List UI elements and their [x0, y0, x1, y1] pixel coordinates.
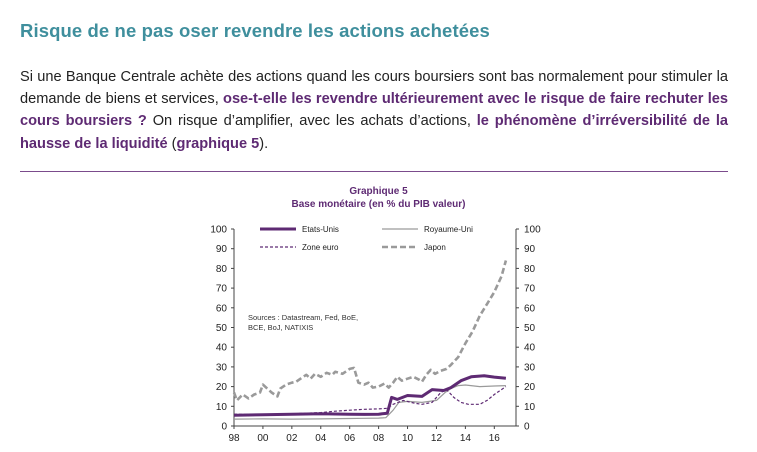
legend-label: Etats-Unis: [302, 225, 339, 234]
y-tick-right-label: 50: [524, 323, 536, 334]
source-note-line-1: Sources : Datastream, Fed, BoE,: [248, 313, 358, 322]
x-tick-label: 98: [228, 433, 240, 444]
y-tick-left-label: 90: [216, 244, 228, 255]
chart-legend: Etats-Unis Royaume-Uni Zone euro Japon: [260, 225, 473, 252]
x-tick-label: 12: [431, 433, 443, 444]
x-axis-ticks: 98 00 02 04 06 08 10 12 14 16: [228, 426, 500, 444]
y-tick-left-label: 70: [216, 284, 228, 295]
paragraph-text-2: On risque d’amplifier, avec les achats d…: [146, 113, 477, 130]
paragraph-text-4: ).: [259, 135, 269, 152]
x-tick-label: 02: [286, 433, 298, 444]
paragraph-highlight-3: graphique 5: [176, 135, 260, 152]
y-tick-right-label: 10: [524, 402, 536, 413]
y-tick-right-label: 90: [524, 244, 536, 255]
series-line-etats-unis: [233, 374, 507, 417]
legend-label: Zone euro: [302, 243, 339, 252]
series-line-royaume-uni: [233, 384, 506, 420]
y-axis-right-ticks: 0 10 20 30 40 50 60 70 80 90 100: [516, 225, 541, 433]
body-paragraph: Si une Banque Centrale achète des action…: [20, 66, 728, 155]
paragraph-text-3: (: [167, 135, 177, 152]
x-tick-label: 16: [489, 433, 501, 444]
y-tick-left-label: 50: [216, 323, 228, 334]
chart-series: [232, 260, 508, 420]
y-tick-right-label: 70: [524, 284, 536, 295]
y-tick-left-label: 60: [216, 303, 228, 314]
y-tick-right-label: 100: [524, 225, 541, 236]
series-line-zone-euro: [233, 386, 507, 416]
y-tick-right-label: 80: [524, 264, 536, 275]
y-tick-left-label: 100: [210, 225, 227, 236]
y-tick-left-label: 10: [216, 402, 228, 413]
series-line-japon: [232, 260, 508, 402]
chart-title: Graphique 5: [349, 186, 408, 197]
x-tick-label: 00: [257, 433, 269, 444]
x-tick-label: 08: [373, 433, 385, 444]
y-tick-right-label: 20: [524, 382, 536, 393]
x-tick-label: 06: [344, 433, 356, 444]
x-tick-label: 04: [315, 433, 327, 444]
source-note-line-2: BCE, BoJ, NATIXIS: [248, 323, 313, 332]
section-divider: [20, 171, 728, 172]
y-tick-left-label: 30: [216, 362, 228, 373]
paragraph-highlight-2: le phénomène d’irréversibilité de la hau…: [20, 113, 728, 152]
y-axis-left-ticks: 0 10 20 30 40 50 60 70 80 90 100: [210, 225, 234, 433]
x-tick-label: 14: [460, 433, 472, 444]
y-tick-left-label: 20: [216, 382, 228, 393]
y-tick-right-label: 40: [524, 343, 536, 354]
y-tick-left-label: 80: [216, 264, 228, 275]
legend-label: Japon: [424, 243, 446, 252]
x-tick-label: 10: [402, 433, 414, 444]
paragraph-text-1: Si une Banque Centrale achète des action…: [20, 69, 728, 108]
y-tick-right-label: 0: [524, 422, 530, 433]
y-tick-left-label: 40: [216, 343, 228, 354]
chart-subtitle: Base monétaire (en % du PIB valeur): [291, 199, 466, 210]
legend-label: Royaume-Uni: [424, 225, 473, 234]
section-title: Risque de ne pas oser revendre les actio…: [20, 20, 490, 41]
y-tick-right-label: 30: [524, 362, 536, 373]
y-tick-right-label: 60: [524, 303, 536, 314]
y-tick-left-label: 0: [221, 422, 227, 433]
paragraph-highlight-1: ose-t-elle les revendre ultérieurement a…: [20, 91, 728, 130]
